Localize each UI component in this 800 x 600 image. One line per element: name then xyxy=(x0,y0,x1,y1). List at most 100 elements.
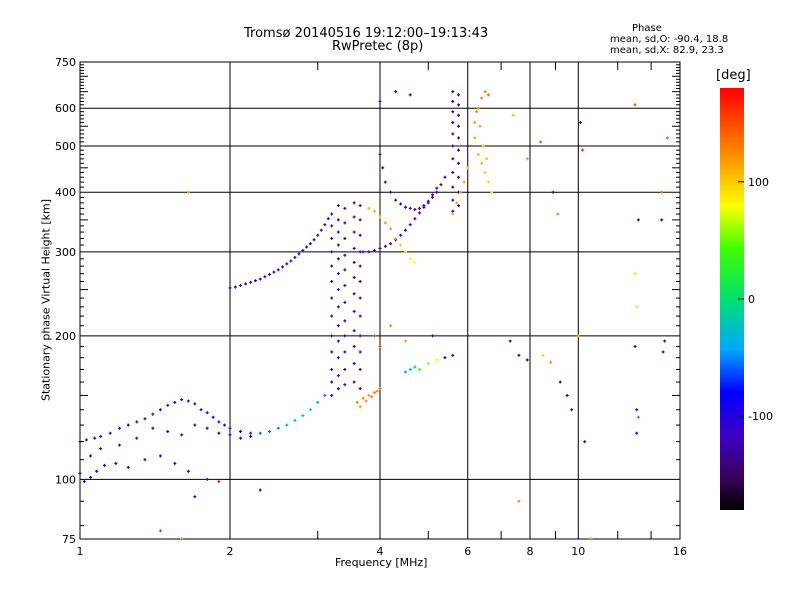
data-point xyxy=(323,223,327,227)
data-point xyxy=(244,282,248,286)
data-point xyxy=(408,367,412,371)
data-point xyxy=(239,436,243,440)
data-point xyxy=(289,259,293,263)
data-point xyxy=(78,471,82,475)
data-point xyxy=(343,350,347,354)
data-point xyxy=(367,206,371,210)
data-point xyxy=(358,367,362,371)
x-tick-label: 4 xyxy=(377,545,384,558)
data-point xyxy=(336,272,340,276)
data-point xyxy=(457,161,461,165)
data-point xyxy=(281,265,285,269)
data-point xyxy=(370,395,374,399)
data-point xyxy=(486,93,490,97)
y-tick-label: 300 xyxy=(55,246,76,259)
data-point xyxy=(381,166,385,170)
data-point xyxy=(435,186,439,190)
data-point xyxy=(383,221,387,225)
data-point xyxy=(589,537,593,541)
data-point xyxy=(336,288,340,292)
data-point xyxy=(660,190,664,194)
data-point xyxy=(451,99,455,103)
data-point xyxy=(143,458,147,462)
data-point xyxy=(166,430,170,434)
data-point xyxy=(451,90,455,94)
data-point xyxy=(352,230,356,234)
data-point xyxy=(633,344,637,348)
data-point xyxy=(431,195,435,199)
data-point xyxy=(443,175,447,179)
data-point xyxy=(126,423,130,427)
data-point xyxy=(451,353,455,357)
data-point xyxy=(239,430,243,434)
data-point xyxy=(457,124,461,128)
data-point xyxy=(539,140,543,144)
data-point xyxy=(158,529,162,533)
data-point xyxy=(483,90,487,94)
data-point xyxy=(151,426,155,430)
data-point xyxy=(352,344,356,348)
data-point xyxy=(336,324,340,328)
data-point xyxy=(193,402,197,406)
data-point xyxy=(330,236,334,240)
data-point xyxy=(285,423,289,427)
data-point xyxy=(205,411,209,415)
data-point xyxy=(316,233,320,237)
data-point xyxy=(285,262,289,266)
data-point xyxy=(358,314,362,318)
data-point xyxy=(517,499,521,503)
x-tick-label: 6 xyxy=(464,545,471,558)
data-point xyxy=(301,414,305,418)
data-point xyxy=(267,430,271,434)
data-point xyxy=(343,253,347,257)
data-point xyxy=(457,113,461,117)
data-point xyxy=(352,361,356,365)
data-point xyxy=(84,438,88,442)
data-point xyxy=(451,157,455,161)
data-point xyxy=(267,272,271,276)
data-point xyxy=(378,152,382,156)
data-point xyxy=(343,236,347,240)
data-point xyxy=(578,121,582,125)
data-point xyxy=(473,136,477,140)
y-tick-label: 200 xyxy=(55,330,76,343)
data-point xyxy=(457,148,461,152)
data-point xyxy=(352,260,356,264)
data-point xyxy=(358,296,362,300)
data-point xyxy=(435,358,439,362)
data-point xyxy=(663,339,667,343)
data-point xyxy=(364,399,368,403)
data-point xyxy=(217,479,221,483)
data-point xyxy=(431,334,435,338)
data-point xyxy=(217,431,221,435)
data-point xyxy=(358,204,362,208)
data-point xyxy=(367,250,371,254)
data-point xyxy=(135,436,139,440)
data-point xyxy=(211,415,215,419)
x-axis-label: Frequency [MHz] xyxy=(335,556,428,569)
data-point xyxy=(403,339,407,343)
data-point xyxy=(173,400,177,404)
data-point xyxy=(249,431,253,435)
data-point xyxy=(525,358,529,362)
data-point xyxy=(343,268,347,272)
data-point xyxy=(517,353,521,357)
data-point xyxy=(173,461,177,465)
data-points xyxy=(78,90,669,541)
data-point xyxy=(249,435,253,439)
data-point xyxy=(389,242,393,246)
data-point xyxy=(330,334,334,338)
colorbar-tick-label: 100 xyxy=(748,176,769,189)
colorbar-tick-label: 0 xyxy=(748,293,755,306)
data-point xyxy=(343,319,347,323)
data-point xyxy=(89,454,93,458)
grid-lines xyxy=(80,62,680,539)
data-point xyxy=(228,433,232,437)
data-point xyxy=(394,90,398,94)
data-point xyxy=(352,276,356,280)
data-point xyxy=(330,264,334,268)
data-point xyxy=(358,279,362,283)
data-point xyxy=(330,224,334,228)
chart-title: Tromsø 20140516 19:12:00–19:13:43 xyxy=(244,26,489,41)
data-point xyxy=(375,389,379,393)
